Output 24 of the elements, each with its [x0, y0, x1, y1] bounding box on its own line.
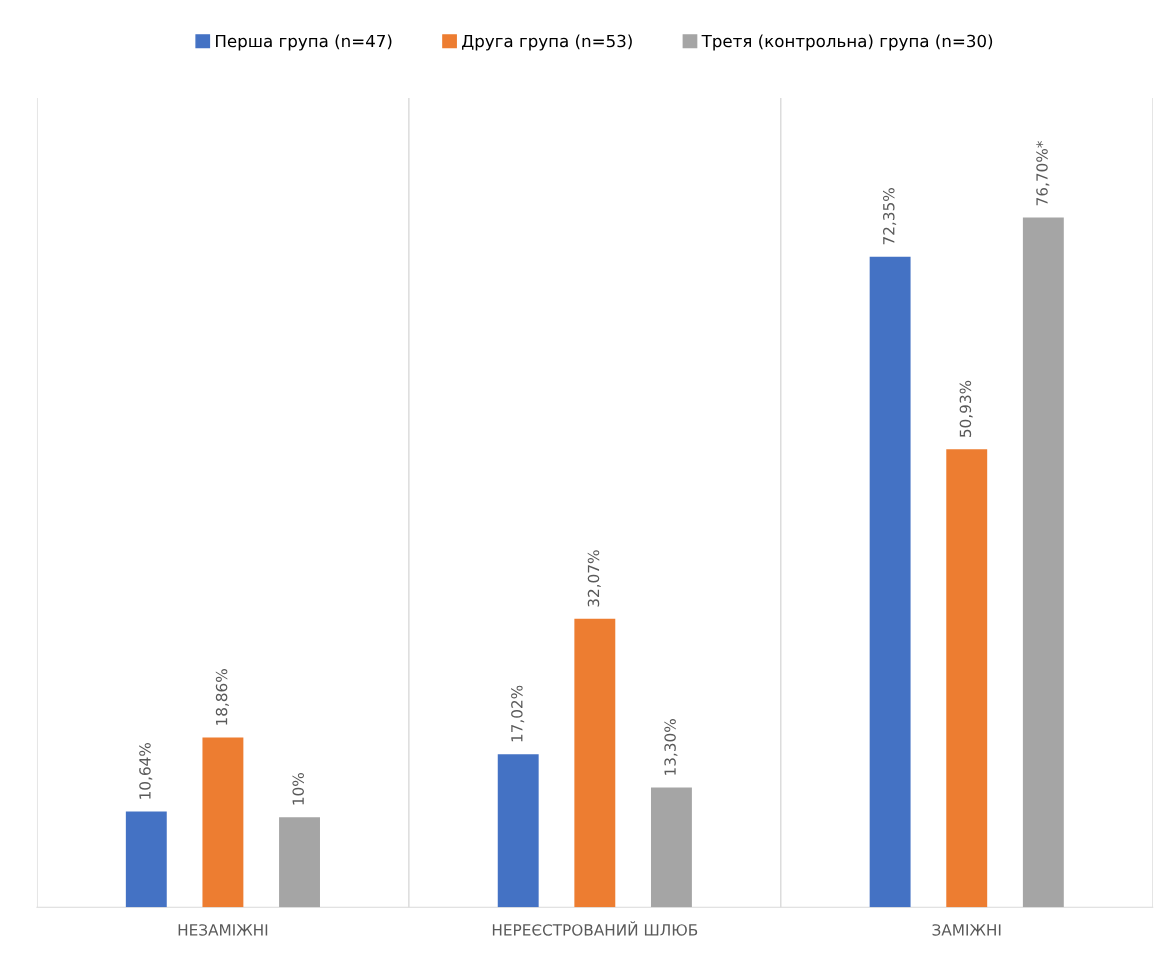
data-label: 18,86%	[215, 669, 229, 725]
data-label: 50,93%	[959, 380, 973, 437]
legend-label: Третя (контрольна) група (n=30)	[701, 34, 993, 51]
legend-label: Друга група (n=53)	[462, 34, 632, 51]
bar	[946, 449, 988, 908]
data-label: 10%	[292, 773, 304, 805]
data-label: 13,30%	[664, 719, 678, 775]
data-label: 17,02%	[511, 685, 525, 742]
bar	[1022, 217, 1064, 908]
bar	[279, 817, 320, 908]
x-tick-label: ЗАМІЖНІ	[932, 924, 1001, 936]
data-label: 72,35%	[883, 188, 897, 245]
data-label: 32,07%	[587, 550, 601, 607]
legend-label: Перша група (n=47)	[216, 34, 392, 51]
bar	[125, 811, 167, 908]
x-tick-label: НЕРЕЄСТРОВАНИЙ ШЛЮБ	[492, 921, 698, 936]
data-label: 10,64%	[139, 743, 153, 799]
bar	[869, 256, 911, 908]
x-tick-label: НЕЗАМІЖНІ	[178, 924, 268, 936]
bar	[574, 618, 616, 908]
data-label: 76,70%*	[1036, 140, 1050, 206]
bar	[650, 787, 692, 908]
bar	[202, 737, 244, 908]
bar	[497, 754, 539, 908]
